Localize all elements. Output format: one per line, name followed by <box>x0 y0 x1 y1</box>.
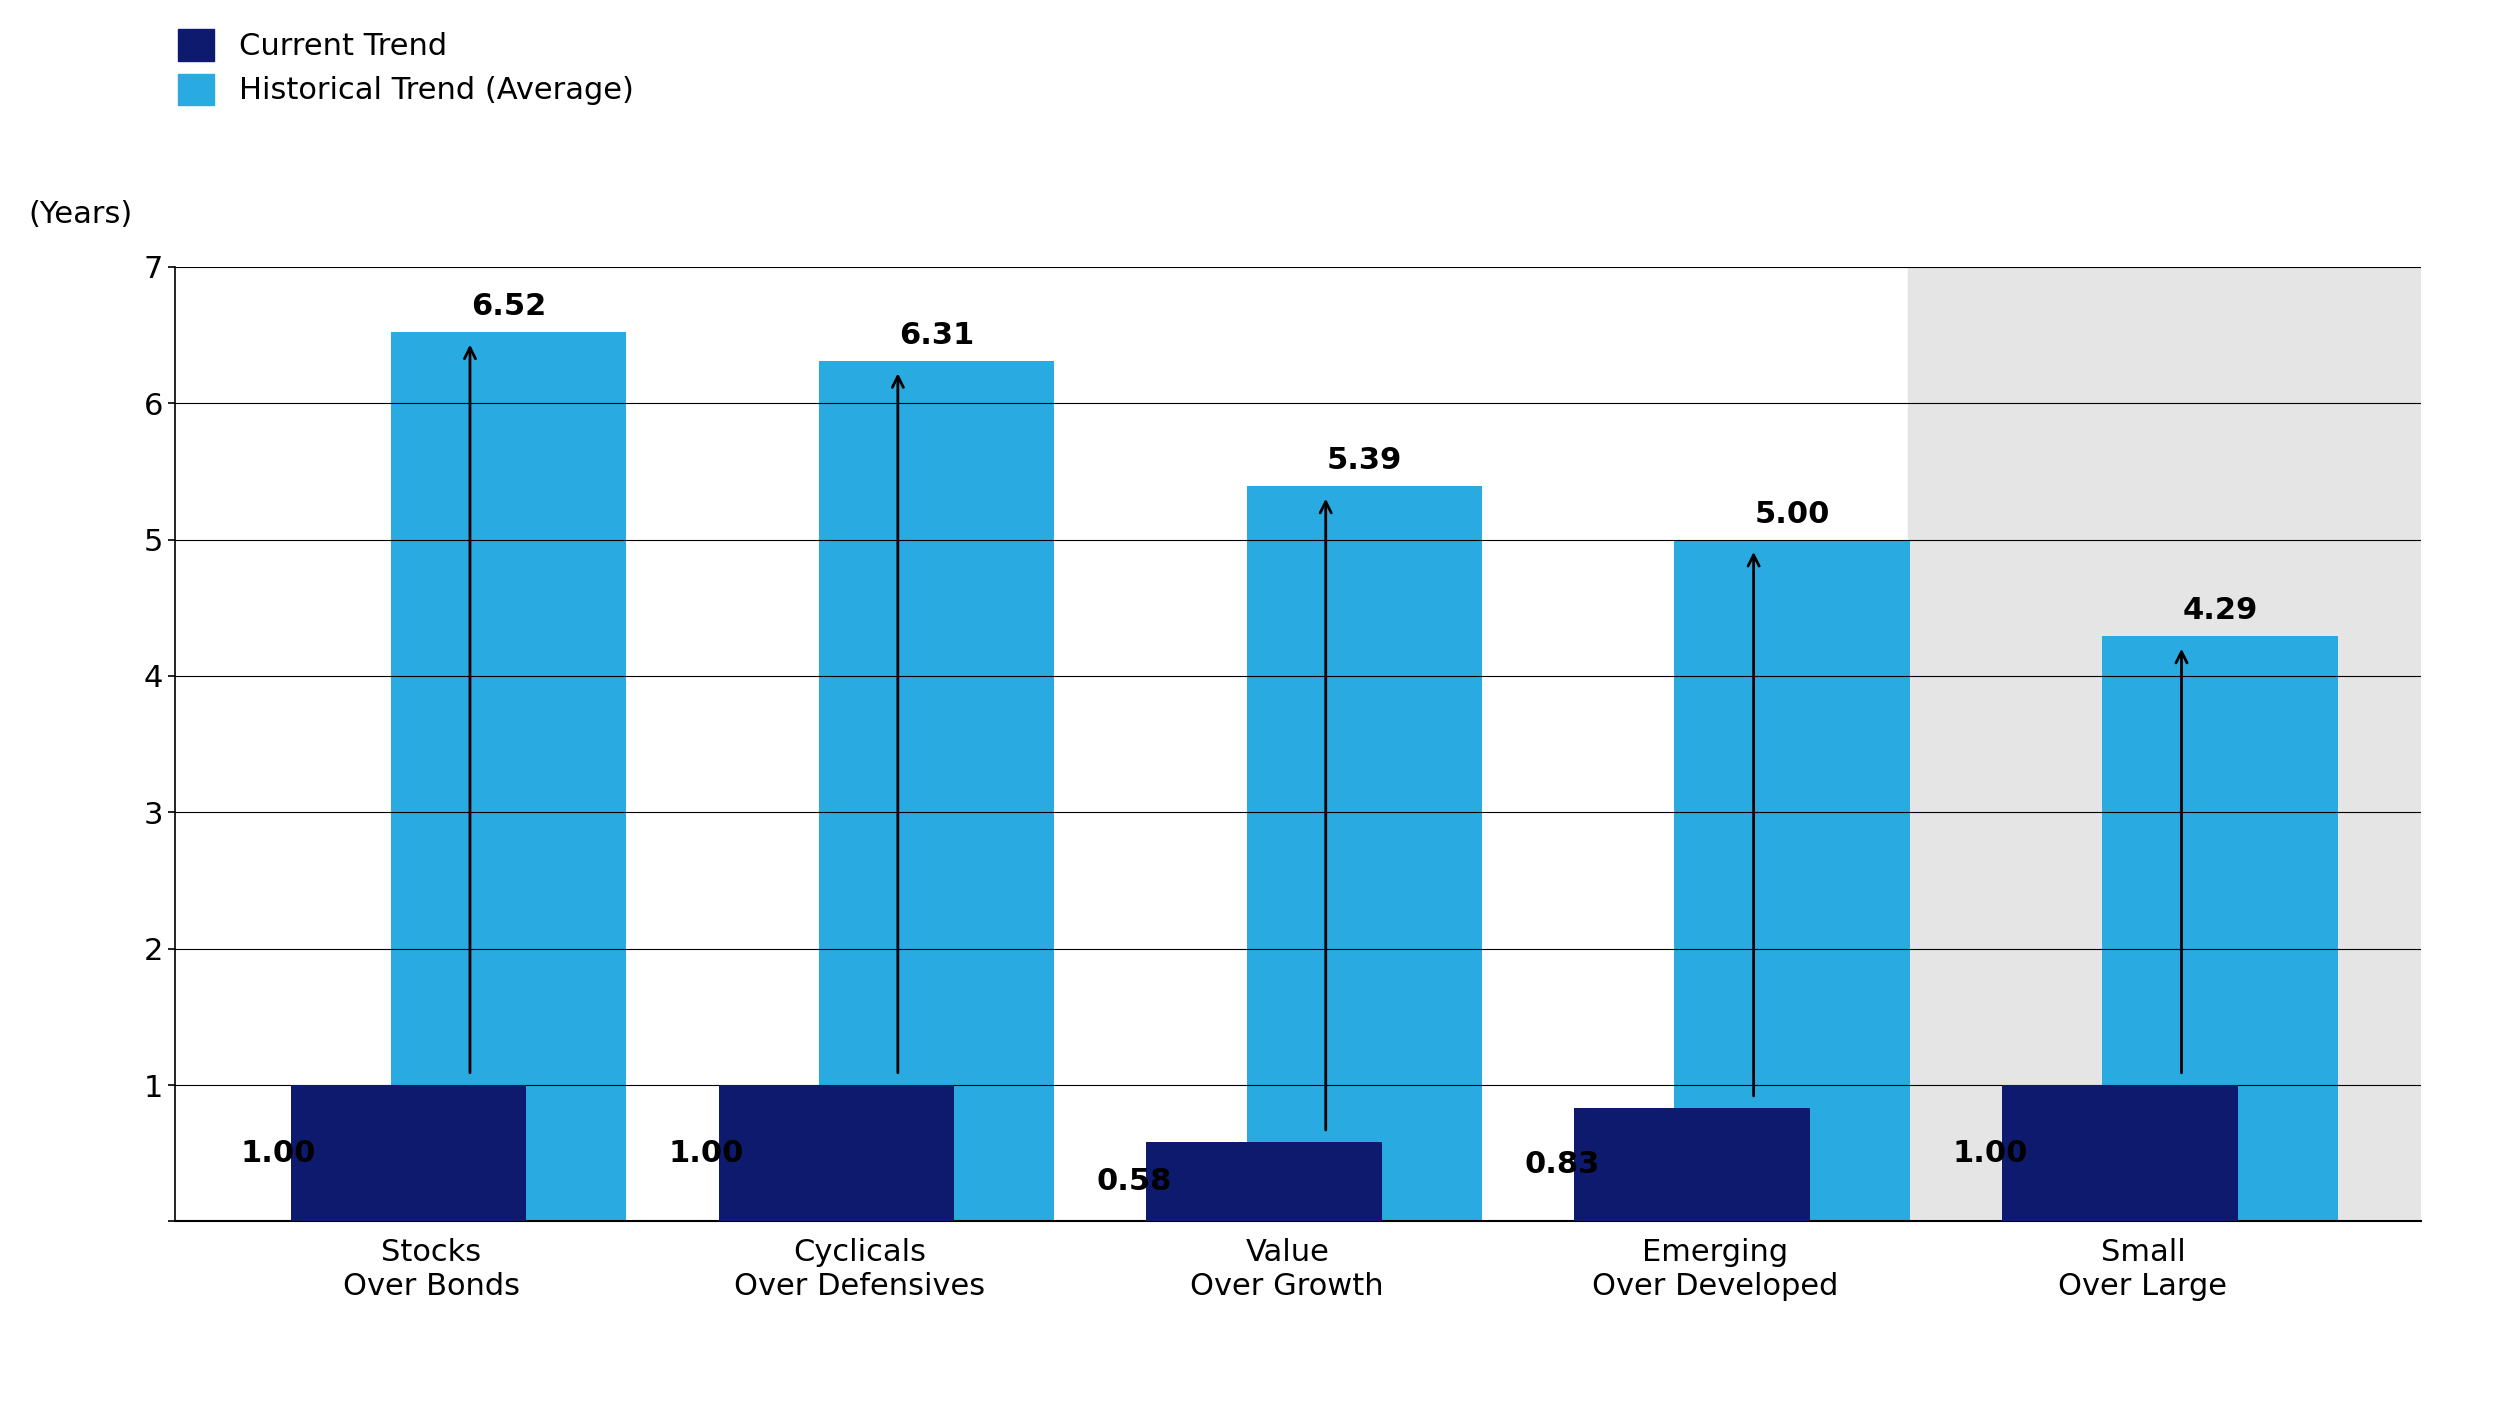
Bar <box>1146 1143 1383 1221</box>
Bar <box>719 1085 953 1221</box>
Bar <box>1575 1108 1810 1221</box>
Text: 5.00: 5.00 <box>1755 500 1830 529</box>
Text: 1.00: 1.00 <box>240 1139 317 1168</box>
Text: (Years): (Years) <box>30 199 132 229</box>
Bar <box>1675 539 1909 1221</box>
Text: 4.29: 4.29 <box>2182 597 2259 625</box>
Text: 6.52: 6.52 <box>472 292 547 322</box>
Bar <box>2102 636 2339 1221</box>
Bar <box>1907 267 2444 1221</box>
Text: 0.83: 0.83 <box>1525 1150 1600 1179</box>
Bar <box>819 361 1053 1221</box>
Legend: Current Trend, Historical Trend (Average): Current Trend, Historical Trend (Average… <box>177 29 634 105</box>
Text: 1.00: 1.00 <box>669 1139 744 1168</box>
Text: 0.58: 0.58 <box>1096 1168 1171 1196</box>
Bar <box>290 1085 527 1221</box>
Bar <box>2002 1085 2236 1221</box>
Text: 1.00: 1.00 <box>1952 1139 2027 1168</box>
Bar <box>392 333 626 1221</box>
Text: 5.39: 5.39 <box>1325 446 1403 476</box>
Text: 6.31: 6.31 <box>899 322 973 350</box>
Bar <box>1246 486 1483 1221</box>
